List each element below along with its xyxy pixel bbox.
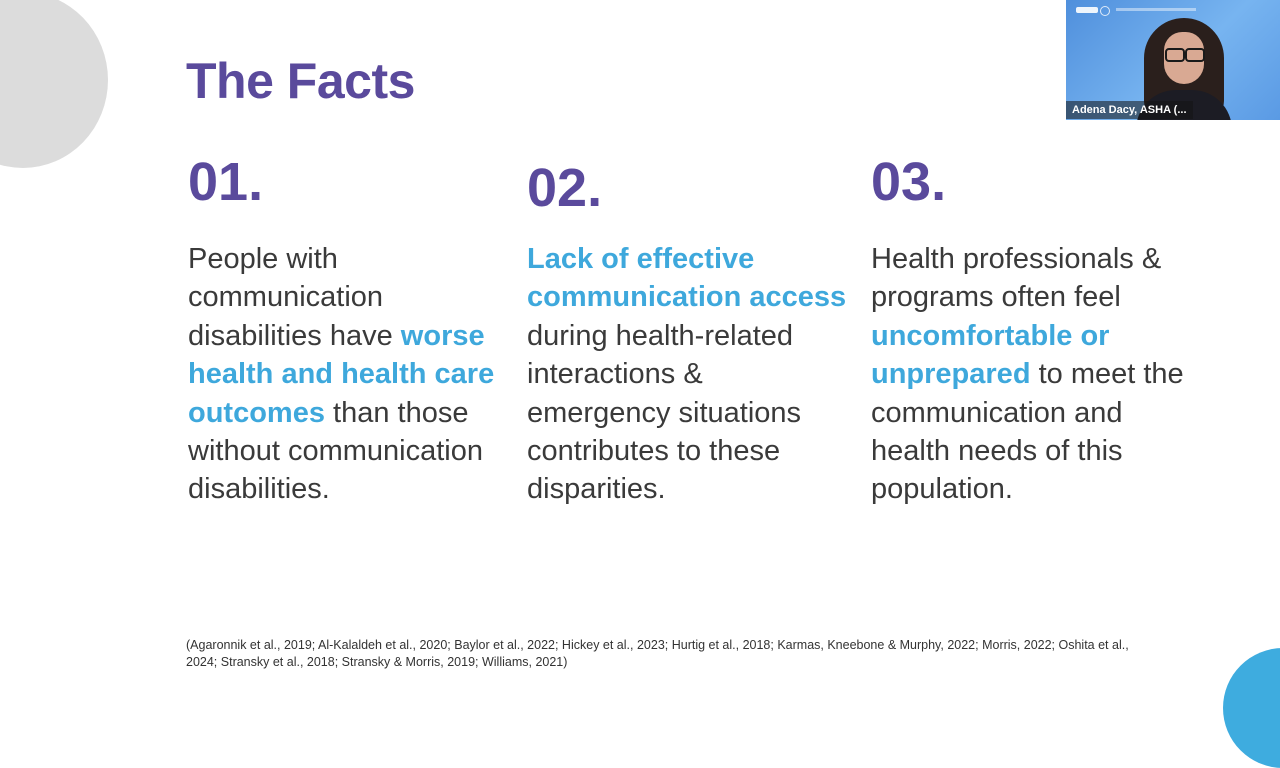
fact-highlight-1: worse health and health care outcomes [188,319,495,429]
logo-mark-icon [1100,6,1110,16]
participant-name-label: Adena Dacy, ASHA (... [1066,101,1193,119]
fact-column-2: 02. Lack of effective communication acce… [527,156,847,509]
glasses-icon [1165,48,1185,62]
fact-text-segment: during health-related interactions & eme… [527,319,802,506]
citation-text: (Agaronnik et al., 2019; Al-Kalaldeh et … [186,638,1129,669]
fact-text-2: Lack of effective communication access d… [527,240,847,509]
background-banner [1116,8,1196,11]
fact-text-3: Health professionals & programs often fe… [871,240,1191,509]
fact-number-1: 01. [188,152,264,212]
fact-highlight-3: uncomfortable or unprepared [871,319,1110,391]
fact-text-segment: to meet the communication and health nee… [871,358,1184,506]
fact-column-3: 03. Health professionals & programs ofte… [871,150,1191,509]
participant-video-tile[interactable]: Adena Dacy, ASHA (... [1066,0,1280,120]
decorative-circle-top-left [0,0,108,168]
fact-column-1: 01. People with communication disabiliti… [188,150,508,509]
asha-logo-icon [1076,7,1098,13]
fact-text-segment: Health professionals & programs often fe… [871,243,1162,314]
decorative-circle-bottom-right [1223,648,1280,768]
fact-text-segment: than those without communication disabil… [188,396,483,506]
fact-highlight-2: Lack of effective communication access [527,243,847,314]
fact-number-3: 03. [871,152,947,212]
fact-text-segment: People with communication disabilities h… [188,243,401,352]
fact-number-2: 02. [527,158,603,218]
glasses-icon [1185,48,1205,62]
slide-title: The Facts [186,53,415,109]
fact-text-1: People with communication disabilities h… [188,240,508,509]
